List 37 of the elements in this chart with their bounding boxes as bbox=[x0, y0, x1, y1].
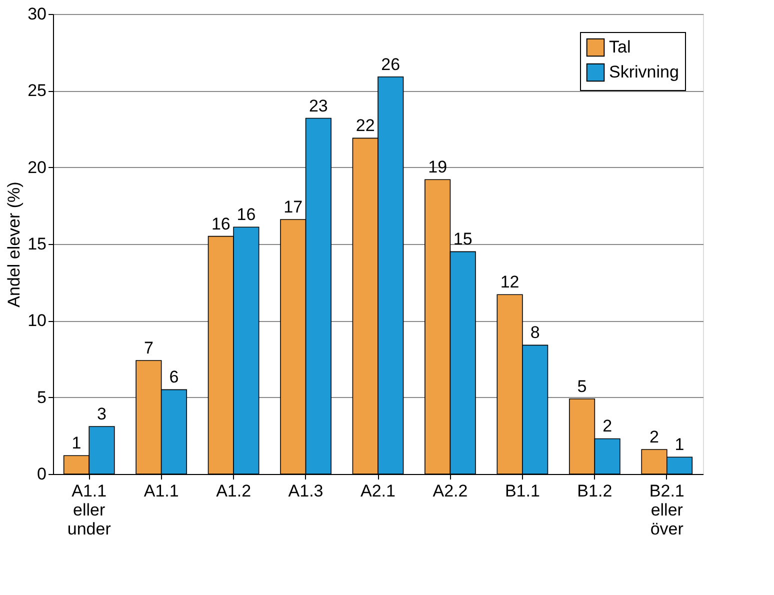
data-label: 6 bbox=[169, 368, 179, 387]
data-label: 23 bbox=[308, 96, 328, 116]
y-tick-label: 10 bbox=[28, 311, 46, 330]
data-label: 2 bbox=[650, 427, 659, 446]
x-tick-label: A2.1 bbox=[360, 482, 396, 500]
x-tick-label: A1.2 bbox=[216, 482, 252, 500]
data-label: 3 bbox=[97, 404, 106, 424]
x-tick-label: B2.1 eller över bbox=[649, 482, 684, 538]
data-label: 16 bbox=[236, 205, 256, 224]
y-axis-title: Andel elever (%) bbox=[4, 182, 24, 308]
data-label: 15 bbox=[453, 230, 472, 249]
y-tick-label: 15 bbox=[28, 234, 46, 254]
y-tick-label: 20 bbox=[28, 158, 46, 177]
data-label: 7 bbox=[144, 338, 154, 358]
data-label: 22 bbox=[356, 116, 375, 136]
data-label: 19 bbox=[428, 158, 448, 177]
y-tick-label: 5 bbox=[37, 388, 46, 407]
x-tick-label: B1.1 bbox=[504, 482, 540, 500]
data-label: 1 bbox=[72, 434, 82, 453]
x-tick-label: A1.1 bbox=[144, 482, 179, 500]
y-tick-label: 30 bbox=[28, 4, 46, 24]
legend-label: Skrivning bbox=[609, 62, 679, 82]
x-tick-label: A1.1 eller under bbox=[67, 482, 112, 538]
y-tick-label: 25 bbox=[28, 81, 46, 100]
data-label: 5 bbox=[577, 376, 587, 396]
data-label: 17 bbox=[284, 197, 303, 216]
data-label: 8 bbox=[530, 323, 540, 342]
data-label: 26 bbox=[381, 54, 400, 74]
x-tick-label: A2.2 bbox=[432, 482, 468, 500]
data-label: 1 bbox=[674, 435, 684, 454]
legend-label: Tal bbox=[609, 38, 631, 56]
data-label: 12 bbox=[500, 272, 520, 292]
x-tick-label: A1.3 bbox=[288, 482, 324, 500]
data-label: 16 bbox=[211, 214, 230, 234]
x-tick-label: B1.2 bbox=[577, 482, 612, 500]
data-label: 2 bbox=[602, 416, 612, 436]
y-tick-label: 0 bbox=[37, 464, 46, 484]
